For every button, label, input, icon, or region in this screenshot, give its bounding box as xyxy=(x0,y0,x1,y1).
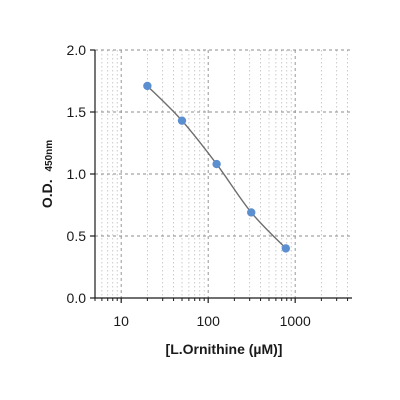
y-tick-label: 2.0 xyxy=(67,42,87,58)
data-point xyxy=(212,159,221,169)
y-axis-title-subscript: 450nm xyxy=(44,140,55,172)
y-tick-label: 1.5 xyxy=(67,104,87,120)
data-point xyxy=(247,208,256,217)
x-tick-label: 100 xyxy=(197,313,221,329)
x-tick-label: 10 xyxy=(113,313,129,329)
data-point xyxy=(143,81,152,91)
svg-text:O.D. 450nm: O.D. 450nm xyxy=(39,140,55,208)
ticks: 0.0 0.5 1.0 1.5 2.0 10 100 1000 xyxy=(67,42,349,329)
x-axis-title: [L.Ornithine (µM)] xyxy=(166,341,283,357)
y-axis-title: O.D. 450nm xyxy=(39,140,55,208)
y-tick-label: 0.5 xyxy=(67,228,87,244)
y-tick-label: 0.0 xyxy=(67,290,87,306)
series xyxy=(143,81,291,253)
x-tick-label: 1000 xyxy=(280,313,311,329)
y-axis-title-main: O.D. xyxy=(39,179,55,208)
y-tick-label: 1.0 xyxy=(67,166,87,182)
data-point xyxy=(281,244,291,253)
data-point xyxy=(177,116,187,125)
